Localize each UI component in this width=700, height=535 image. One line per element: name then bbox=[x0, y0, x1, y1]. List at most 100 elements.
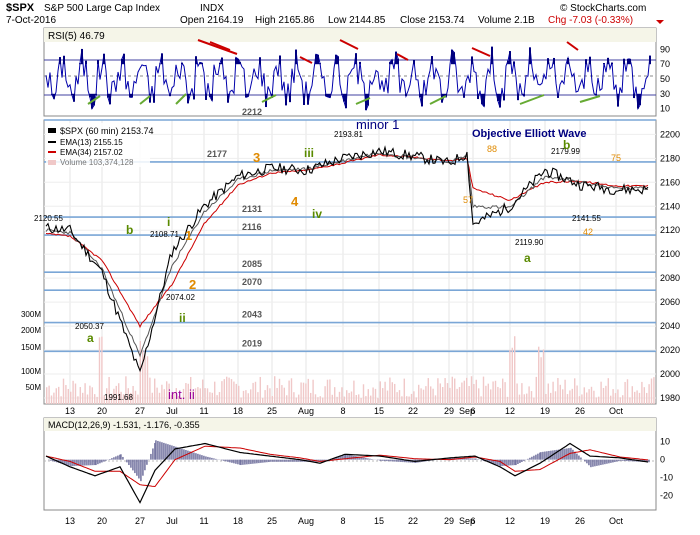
rsi-oversold-fill bbox=[345, 94, 347, 108]
rsi-overbought-fill bbox=[81, 49, 83, 64]
macd-hist-bar bbox=[213, 458, 215, 459]
macd-hist-bar bbox=[274, 460, 276, 462]
volume-bar bbox=[195, 388, 196, 404]
volume-bar bbox=[269, 388, 270, 404]
volume-bar bbox=[233, 382, 234, 404]
volume-bar bbox=[540, 357, 541, 404]
rsi-oversold-fill bbox=[187, 94, 189, 104]
rsi-overbought-fill bbox=[315, 54, 317, 64]
volume-bar bbox=[644, 387, 645, 404]
volume-bar bbox=[380, 381, 381, 404]
rsi-overbought-fill bbox=[547, 58, 549, 64]
volume-bar bbox=[221, 381, 222, 404]
volume-bar bbox=[389, 378, 390, 404]
volume-bar bbox=[615, 393, 616, 404]
header-low: Low 2144.85 bbox=[328, 15, 386, 26]
macd-hist-bar bbox=[472, 458, 474, 459]
volume-bar bbox=[135, 391, 136, 404]
rsi-overbought-fill bbox=[85, 61, 87, 64]
macd-tick-label: -20 bbox=[660, 490, 673, 500]
x-tick-label: 13 bbox=[65, 516, 75, 526]
volume-bar bbox=[461, 383, 462, 404]
macd-hist-bar bbox=[554, 450, 556, 460]
volume-bar bbox=[159, 393, 160, 404]
x-tick-label: 22 bbox=[408, 406, 418, 416]
rsi-title: RSI(5) 46.79 bbox=[48, 31, 105, 42]
volume-bar bbox=[200, 388, 201, 404]
volume-bar bbox=[60, 396, 61, 404]
rsi-overbought-fill bbox=[121, 59, 123, 64]
macd-hist-bar bbox=[594, 460, 596, 467]
volume-bar bbox=[425, 386, 426, 404]
volume-bar bbox=[360, 398, 361, 404]
x-tick-label: 27 bbox=[135, 406, 145, 416]
macd-hist-bar bbox=[515, 460, 517, 465]
rsi-overbought-fill bbox=[237, 59, 239, 64]
macd-hist-bar bbox=[80, 460, 82, 466]
volume-bar bbox=[312, 380, 313, 404]
volume-bar bbox=[536, 377, 537, 404]
header-name: S&P 500 Large Cap Index bbox=[44, 3, 160, 14]
macd-hist-bar bbox=[394, 460, 396, 462]
volume-bar bbox=[459, 387, 460, 404]
volume-bar bbox=[586, 392, 587, 404]
rsi-oversold-fill bbox=[131, 94, 133, 98]
macd-hist-bar bbox=[155, 440, 157, 459]
macd-title: MACD(12,26,9) -1.531, -1.176, -0.355 bbox=[48, 420, 200, 430]
x-tick-label: 8 bbox=[340, 406, 345, 416]
volume-bar bbox=[442, 387, 443, 404]
rsi-overbought-fill bbox=[491, 47, 493, 65]
rsi-overbought-fill bbox=[161, 53, 163, 64]
volume-bar bbox=[514, 336, 515, 404]
volume-bar bbox=[298, 395, 299, 404]
macd-hist-bar bbox=[612, 460, 614, 463]
volume-bar bbox=[432, 389, 433, 404]
volume-bar bbox=[248, 393, 249, 404]
macd-hist-bar bbox=[371, 459, 373, 460]
volume-bar bbox=[413, 391, 414, 404]
macd-hist-bar bbox=[138, 460, 140, 479]
macd-panel: MACD(12,26,9) -1.531, -1.176, -0.355 100… bbox=[44, 418, 673, 510]
x-tick-label: Aug bbox=[298, 406, 314, 416]
volume-bar bbox=[291, 378, 292, 404]
volume-bar bbox=[404, 379, 405, 404]
price-label-2074-02: 2074.02 bbox=[166, 293, 195, 302]
volume-bar bbox=[164, 389, 165, 404]
macd-hist-bar bbox=[205, 456, 207, 459]
macd-hist-bar bbox=[84, 460, 86, 466]
volume-bar bbox=[548, 384, 549, 404]
volume-bar bbox=[509, 350, 510, 404]
volume-bar bbox=[531, 391, 532, 404]
macd-hist-bar bbox=[264, 460, 266, 463]
macd-hist-bar bbox=[68, 460, 70, 466]
price-label-2108-71: 2108.71 bbox=[150, 230, 179, 239]
volume-bar bbox=[495, 381, 496, 404]
macd-hist-bar bbox=[600, 460, 602, 465]
volume-bar bbox=[579, 396, 580, 404]
volume-bar bbox=[58, 387, 59, 404]
macd-hist-bar bbox=[225, 460, 227, 462]
volume-bar bbox=[94, 394, 95, 404]
rsi-oversold-fill bbox=[405, 94, 407, 96]
volume-tick-label: 50M bbox=[25, 383, 41, 392]
macd-hist-bar bbox=[284, 460, 286, 462]
macd-hist-bar bbox=[248, 460, 250, 465]
volume-bar bbox=[576, 385, 577, 404]
volume-bar bbox=[437, 378, 438, 404]
volume-bar bbox=[72, 381, 73, 404]
volume-bar bbox=[281, 385, 282, 404]
macd-hist-bar bbox=[606, 460, 608, 464]
macd-hist-bar bbox=[280, 460, 282, 462]
volume-bar bbox=[420, 388, 421, 404]
volume-bar bbox=[236, 384, 237, 404]
macd-hist-bar bbox=[144, 460, 146, 471]
macd-hist-bar bbox=[199, 454, 201, 459]
macd-hist-bar bbox=[544, 452, 546, 460]
volume-bar bbox=[77, 396, 78, 404]
macd-hist-bar bbox=[159, 442, 161, 460]
macd-hist-bar bbox=[229, 460, 231, 463]
rsi-oversold-fill bbox=[617, 94, 619, 107]
volume-bar bbox=[560, 385, 561, 404]
